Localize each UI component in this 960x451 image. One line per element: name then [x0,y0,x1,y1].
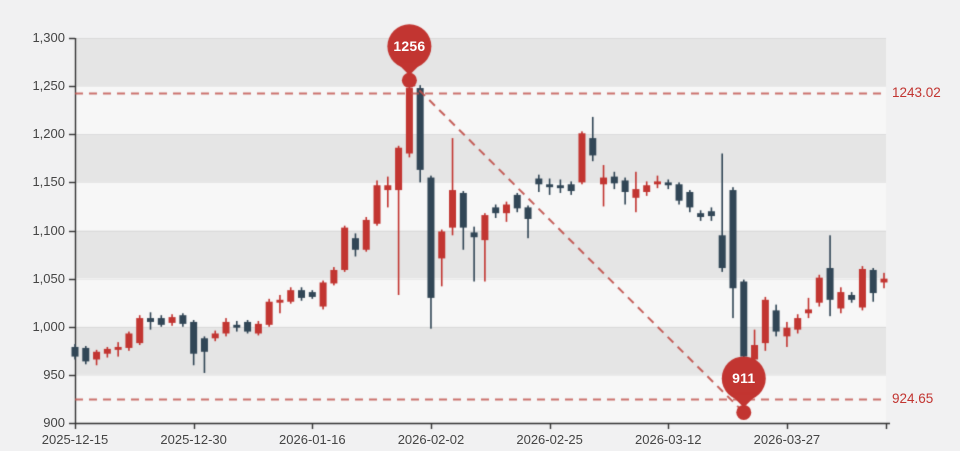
y-axis-tick-label: 1,100 [32,222,65,238]
y-axis-tick-label: 1,000 [32,318,65,334]
y-axis-tick-label: 950 [43,366,65,382]
x-axis-tick-label: 2025-12-15 [41,432,109,447]
markline-value-label: 1243.02 [892,84,941,100]
pin-value-label: 911 [732,370,756,387]
markline-value-label: 924.65 [892,391,934,407]
x-axis-tick-label: 2026-03-27 [753,432,821,447]
pin-value-label: 1256 [393,38,426,55]
x-axis-tick-label: 2026-01-16 [279,432,346,447]
x-axis-tick-label: 2025-12-30 [160,432,227,447]
y-axis-tick-label: 1,250 [32,78,65,94]
y-axis-tick-label: 1,300 [32,30,65,45]
y-axis-tick-label: 1,050 [32,270,65,286]
y-axis-tick-label: 900 [43,415,65,430]
y-axis-tick-label: 1,200 [32,126,65,142]
x-axis-tick-label: 2026-03-12 [635,432,702,447]
x-axis-tick-label: 2026-02-25 [516,432,583,447]
y-axis-tick-label: 1,150 [32,174,65,190]
x-axis-tick-label: 2026-02-02 [397,432,465,447]
